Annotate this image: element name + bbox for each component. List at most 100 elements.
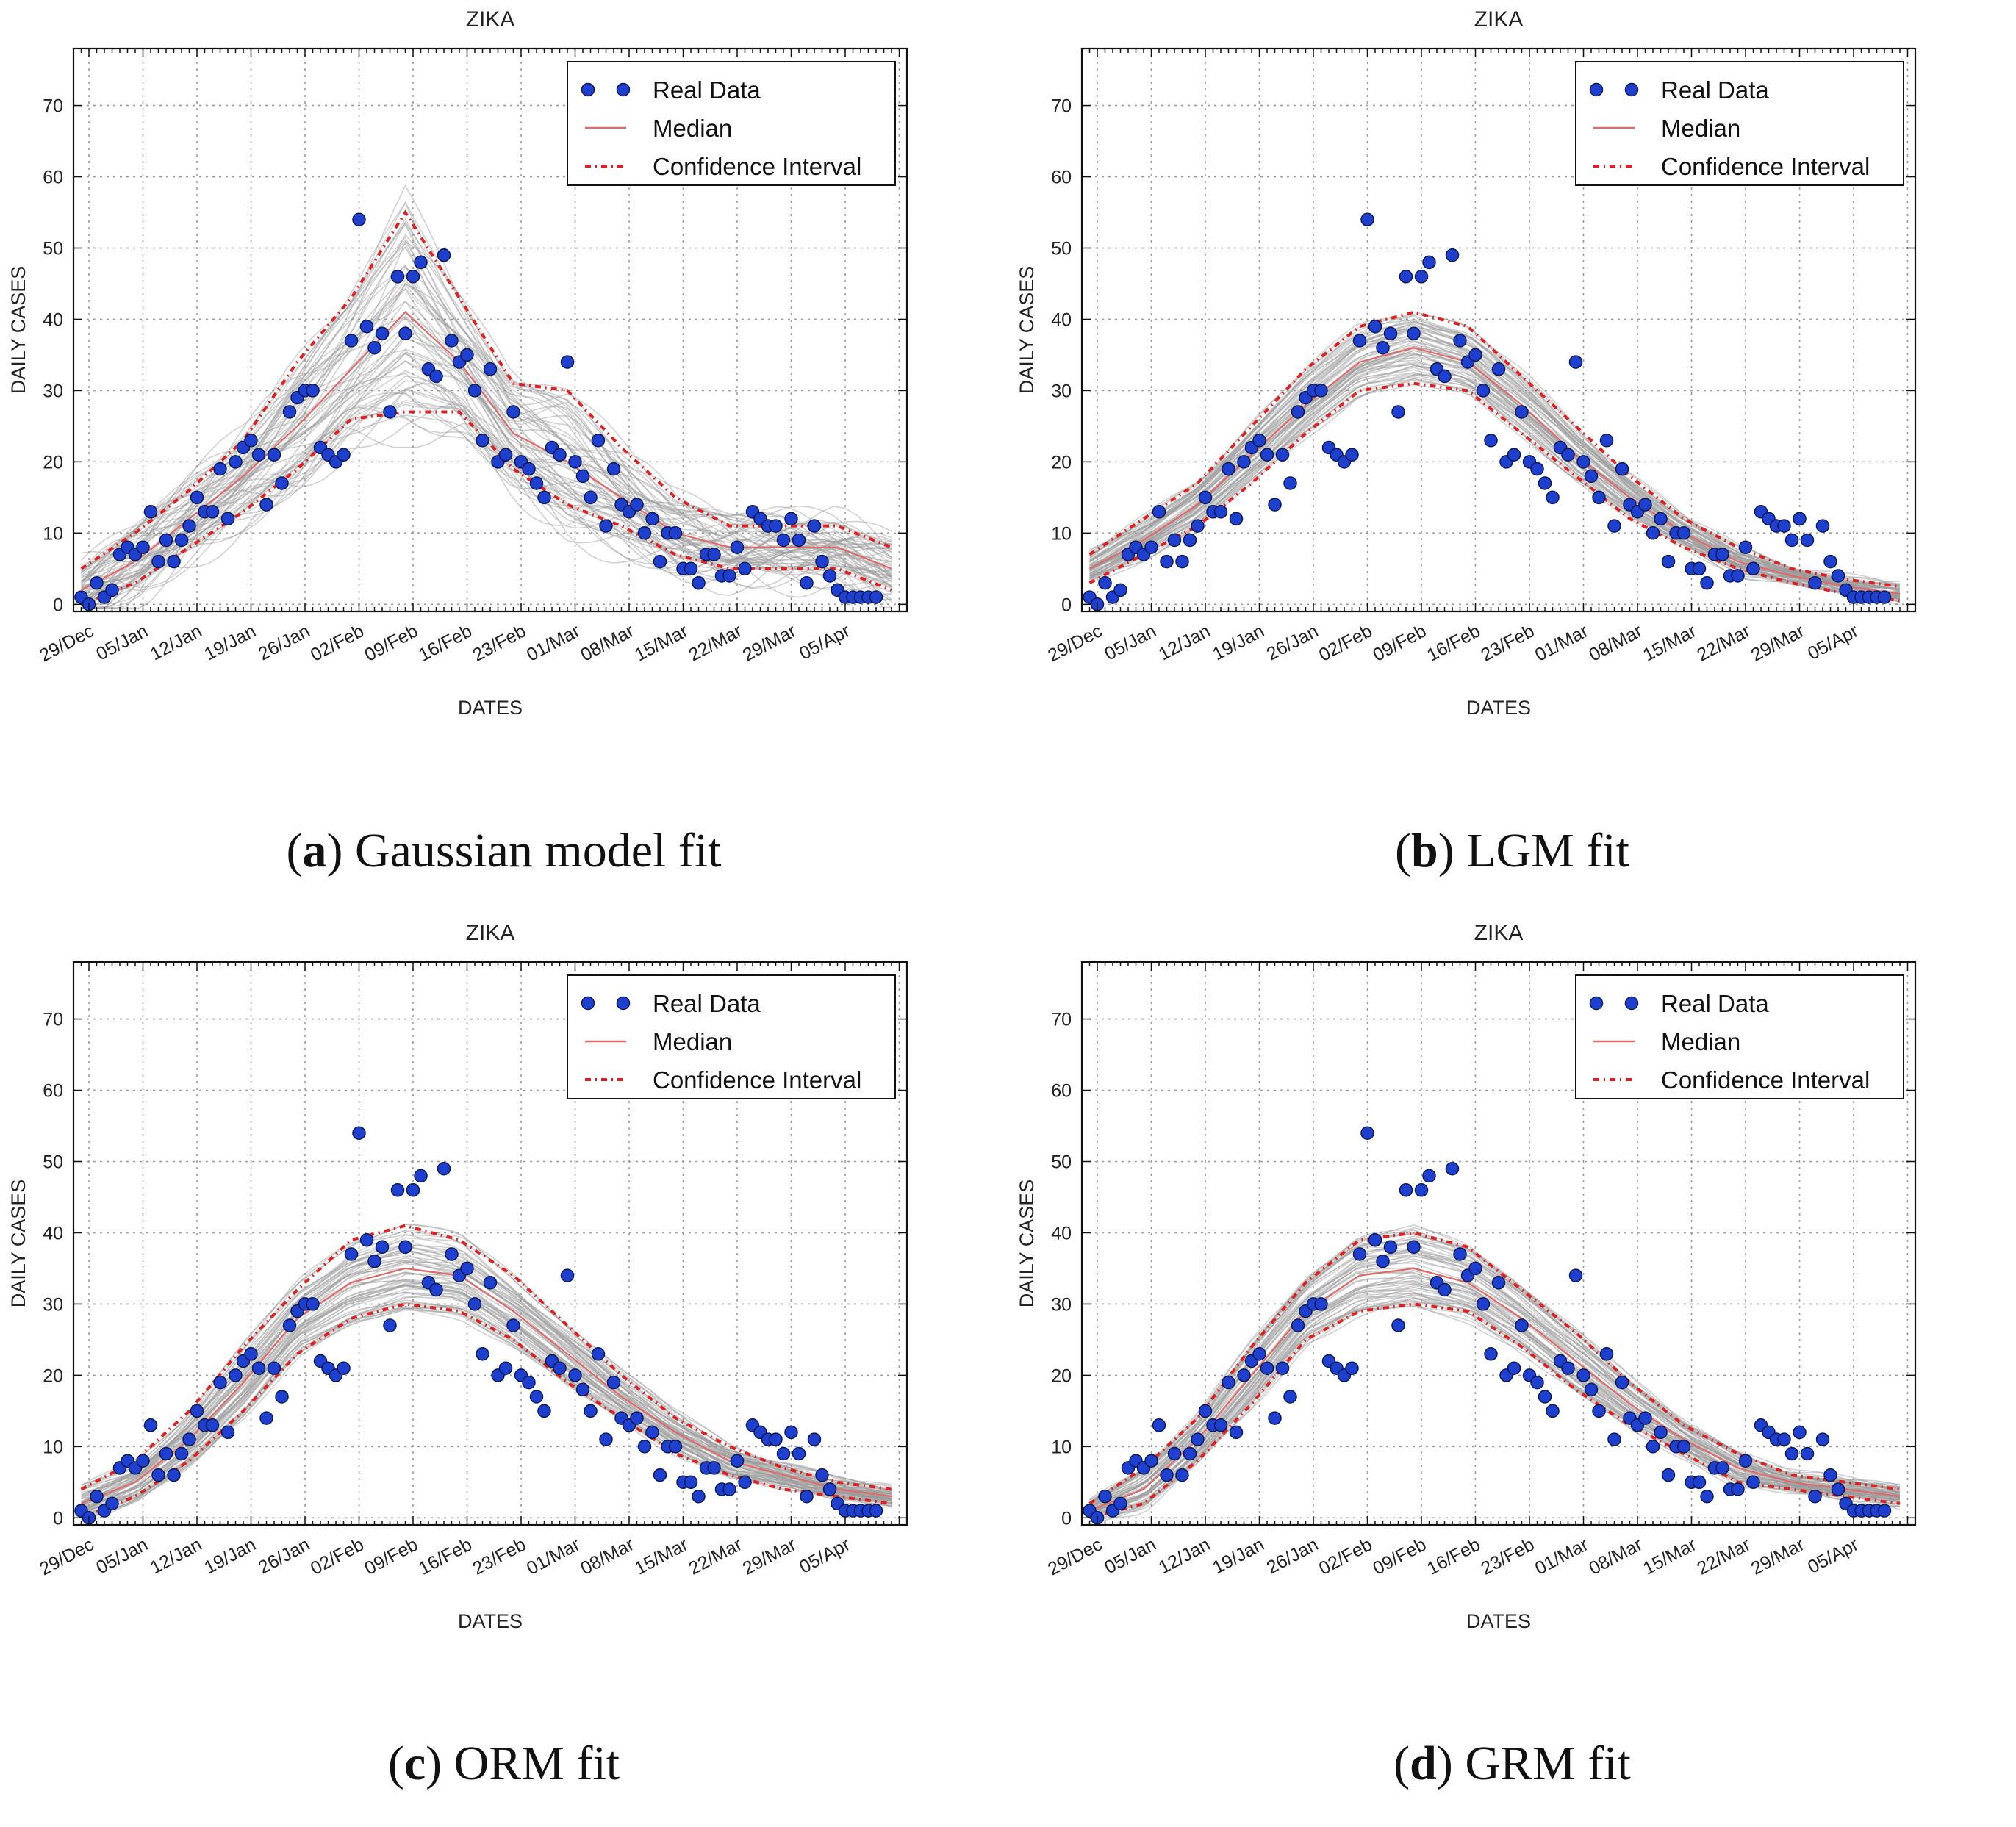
y-tick-label: 10: [43, 1437, 63, 1457]
real-data-point: [105, 1496, 119, 1511]
x-tick-label: 05/Jan: [1101, 1534, 1159, 1578]
real-data-point: [1407, 326, 1421, 341]
real-data-point: [800, 1489, 814, 1504]
simulation-line: [1089, 371, 1901, 597]
real-data-point: [1391, 405, 1405, 419]
real-data-point: [1260, 1361, 1274, 1375]
x-tick-label: 09/Feb: [361, 1534, 421, 1579]
x-tick-label: 01/Mar: [1532, 620, 1592, 665]
simulation-trajectories-c: [81, 1223, 892, 1522]
real-data-point: [1314, 384, 1328, 398]
real-data-point: [529, 476, 544, 490]
real-data-point: [1715, 1461, 1729, 1475]
real-data-point: [1252, 434, 1266, 448]
real-data-point: [1360, 212, 1374, 226]
simulation-line: [81, 403, 892, 601]
real-data-point: [398, 326, 412, 341]
real-data-point: [143, 505, 158, 519]
real-data-point: [1599, 1347, 1614, 1361]
real-data-point: [1530, 1375, 1544, 1390]
legend-label: Confidence Interval: [1661, 1066, 1870, 1094]
real-data-points-d: [1083, 1126, 1892, 1525]
real-data-point: [1438, 1282, 1452, 1297]
caption-a: (a) Gaussian model fit: [286, 824, 722, 877]
caption-text-b: LGM fit: [1466, 824, 1629, 877]
simulation-line: [81, 274, 892, 592]
ci-lower-line-b: [1088, 381, 1901, 603]
simulation-line: [81, 360, 892, 590]
real-data-point: [1229, 512, 1244, 526]
real-data-point: [1283, 1390, 1297, 1404]
real-data-point: [1213, 505, 1228, 519]
real-data-point: [213, 462, 227, 476]
real-data-point: [1784, 1446, 1799, 1461]
real-data-points-c: [74, 1126, 883, 1525]
real-data-point: [1607, 1432, 1621, 1446]
x-tick-label: 12/Jan: [1155, 1534, 1213, 1578]
simulation-line: [81, 1280, 892, 1512]
real-data-point: [1599, 434, 1614, 448]
real-data-point: [1507, 448, 1521, 462]
real-data-point: [1584, 1382, 1599, 1397]
real-data-point: [282, 1318, 297, 1332]
real-data-point: [1661, 554, 1676, 569]
x-tick-label: 05/Apr: [1804, 1534, 1862, 1577]
real-data-point: [1144, 540, 1158, 554]
real-data-point: [692, 575, 706, 590]
simulation-line: [81, 351, 892, 595]
simulation-line: [81, 414, 892, 609]
real-data-point: [1152, 505, 1166, 519]
simulation-line: [1089, 320, 1901, 586]
real-data-point: [275, 476, 289, 490]
real-data-point: [1352, 1247, 1367, 1261]
real-data-point: [220, 512, 235, 526]
real-data-point: [1383, 326, 1398, 341]
simulation-line: [1089, 1248, 1901, 1504]
y-tick-label: 60: [43, 168, 63, 188]
real-data-point: [1746, 561, 1760, 576]
real-data-point: [637, 1440, 652, 1454]
simulation-line: [80, 220, 892, 561]
simulation-line: [1089, 340, 1901, 594]
simulation-line: [81, 1243, 892, 1495]
real-data-point: [1191, 519, 1205, 533]
real-data-point: [467, 384, 482, 398]
real-data-point: [159, 533, 173, 548]
real-data-point: [822, 1482, 837, 1496]
real-data-point: [1823, 554, 1837, 569]
x-tick-label: 23/Feb: [1477, 620, 1538, 665]
real-data-point: [1731, 569, 1745, 583]
real-data-point: [1167, 533, 1182, 548]
y-tick-label: 70: [43, 96, 63, 117]
real-data-point: [1808, 575, 1822, 590]
simulation-line: [81, 1306, 892, 1522]
x-tick-label: 08/Mar: [1585, 1534, 1646, 1579]
simulation-line: [81, 1302, 892, 1517]
simulation-line: [81, 1299, 892, 1520]
x-tick-label: 29/Dec: [36, 1534, 97, 1579]
chart-panel-a: ZIKA 0 10 20 30 40 50 60 70 29/Dec05/Jan12/Jan19/…: [7, 7, 908, 719]
real-data-point: [637, 526, 652, 540]
real-data-point: [1568, 1268, 1583, 1282]
real-data-point: [460, 1261, 474, 1276]
simulation-line: [1089, 374, 1901, 603]
real-data-point: [1314, 1297, 1328, 1311]
simulation-line: [1089, 1305, 1901, 1517]
x-tick-label: 29/Dec: [1044, 620, 1105, 666]
x-tick-label: 16/Feb: [415, 1534, 476, 1579]
real-data-point: [1183, 533, 1197, 548]
simulation-line: [1089, 1282, 1901, 1510]
real-data-point: [1738, 1454, 1753, 1468]
real-data-point: [537, 490, 551, 505]
simulation-line: [81, 1250, 892, 1492]
real-data-point: [1638, 1411, 1652, 1425]
real-data-point: [1638, 498, 1652, 512]
simulation-line: [1089, 1271, 1901, 1512]
real-data-point: [653, 1468, 667, 1482]
x-tick-label: 02/Feb: [1316, 1534, 1376, 1579]
legend-label: Confidence Interval: [653, 1066, 861, 1094]
real-data-point: [1700, 1489, 1714, 1504]
x-tick-label: 05/Apr: [796, 1534, 853, 1577]
real-data-point: [1291, 1318, 1305, 1332]
real-data-point: [1453, 334, 1467, 348]
